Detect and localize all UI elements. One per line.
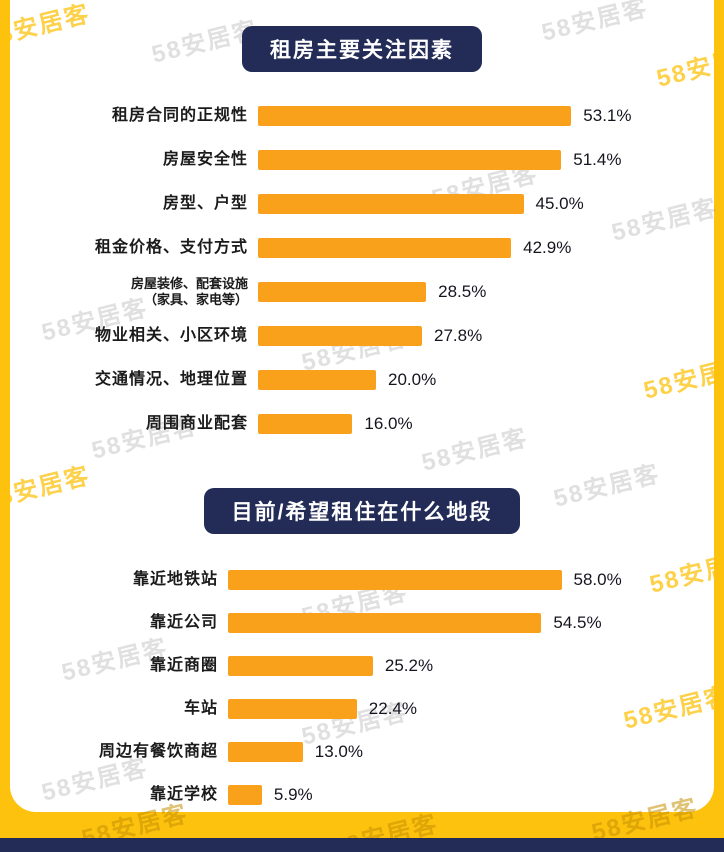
bar-row: 周围商业配套 16.0% xyxy=(0,402,724,446)
bar-row: 靠近学校 5.9% xyxy=(0,773,724,816)
bar xyxy=(228,741,303,762)
value-label: 45.0% xyxy=(535,194,584,213)
category-label: 物业相关、小区环境 xyxy=(94,327,248,345)
white-content-panel xyxy=(10,0,714,812)
value-label: 5.9% xyxy=(273,784,313,804)
category-label: 周边有餐饮商超 xyxy=(98,742,218,760)
bar-chart-rent-factors: 租房合同的正规性 53.1% 房屋安全性 51.4% 房型、户型 45.0% 租金价格、支付… xyxy=(0,94,724,446)
value-label: 53.1% xyxy=(583,106,632,125)
chart-title-badge: 租房主要关注因素 xyxy=(242,26,482,72)
value-label: 51.4% xyxy=(573,150,622,169)
category-label: 靠近学校 xyxy=(149,785,218,803)
bar-row: 房屋安全性 51.4% xyxy=(0,138,724,182)
category-label: 靠近商圈 xyxy=(149,656,218,674)
bar-row: 靠近地铁站 58.0% xyxy=(0,558,724,601)
bar xyxy=(228,569,562,590)
bar-row: 靠近商圈 25.2% xyxy=(0,644,724,687)
bar-row: 周边有餐饮商超 13.0% xyxy=(0,730,724,773)
bar xyxy=(228,698,357,719)
footer-bar xyxy=(0,838,724,852)
category-label: 周围商业配套 xyxy=(145,415,248,433)
value-label: 42.9% xyxy=(523,238,572,257)
value-label: 27.8% xyxy=(434,326,483,345)
bar xyxy=(258,414,353,434)
bar xyxy=(258,326,423,346)
chart-title-badge: 目前/希望租住在什么地段 xyxy=(203,488,521,534)
charts-content: 租房主要关注因素 租房合同的正规性 53.1% 房屋安全性 51.4% 房型、户型 45.… xyxy=(0,26,724,816)
value-label: 28.5% xyxy=(438,282,487,301)
category-label: 房屋装修、配套设施 （家具、家电等） xyxy=(130,276,248,307)
bar xyxy=(258,150,562,170)
category-label: 房型、户型 xyxy=(162,195,248,213)
bar xyxy=(228,784,262,805)
value-label: 25.2% xyxy=(384,655,434,675)
category-label: 交通情况、地理位置 xyxy=(94,371,248,389)
value-label: 54.5% xyxy=(553,612,602,632)
bar-row: 交通情况、地理位置 20.0% xyxy=(0,358,724,402)
category-label: 租房合同的正规性 xyxy=(111,107,248,125)
category-label: 房屋安全性 xyxy=(162,151,248,169)
category-label: 车站 xyxy=(183,699,218,717)
bar-row: 物业相关、小区环境 27.8% xyxy=(0,314,724,358)
bar xyxy=(258,106,572,126)
category-label: 靠近公司 xyxy=(149,613,218,631)
category-label: 靠近地铁站 xyxy=(132,570,218,588)
bar xyxy=(258,238,512,258)
value-label: 20.0% xyxy=(388,370,437,389)
value-label: 16.0% xyxy=(364,414,413,433)
value-label: 13.0% xyxy=(314,741,363,761)
bar-row: 房屋装修、配套设施 （家具、家电等） 28.5% xyxy=(0,270,724,314)
bar xyxy=(258,370,376,390)
value-label: 22.4% xyxy=(368,698,417,718)
bar-row: 车站 22.4% xyxy=(0,687,724,730)
value-label: 58.0% xyxy=(573,569,622,589)
bar-chart-preferred-location: 靠近地铁站 58.0% 靠近公司 54.5% 靠近商圈 25.2% 车站 22.4% 周边有餐饮… xyxy=(0,558,724,816)
bar-row: 租房合同的正规性 53.1% xyxy=(0,94,724,138)
category-label: 租金价格、支付方式 xyxy=(94,239,248,257)
bar-row: 靠近公司 54.5% xyxy=(0,601,724,644)
bar xyxy=(228,612,542,633)
section-preferred-location: 目前/希望租住在什么地段 靠近地铁站 58.0% 靠近公司 54.5% 靠近商圈 25.2… xyxy=(0,488,724,816)
bar-row: 租金价格、支付方式 42.9% xyxy=(0,226,724,270)
bar-row: 房型、户型 45.0% xyxy=(0,182,724,226)
bar xyxy=(258,194,524,214)
bar xyxy=(228,655,373,676)
bar xyxy=(258,282,427,302)
section-rent-factors: 租房主要关注因素 租房合同的正规性 53.1% 房屋安全性 51.4% 房型、户型 45.… xyxy=(0,26,724,446)
